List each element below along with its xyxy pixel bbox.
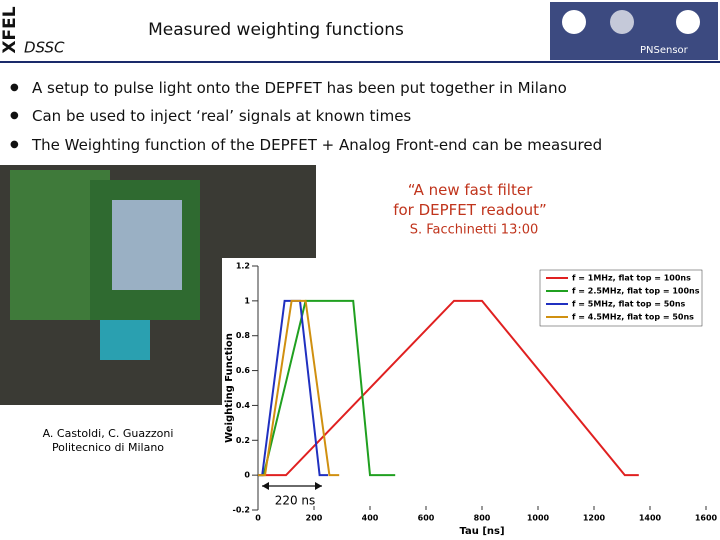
caption: A. Castoldi, C. Guazzoni [43, 427, 174, 440]
x-tick-label: 1000 [527, 514, 550, 523]
chart: -0.2 0 0.2 0.4 0.6 0.8 1 1.2 0 200 400 600 800 1000 12… [224, 262, 718, 538]
legend-label: f = 5MHz, flat top = 50ns [572, 300, 686, 309]
quote-bg [316, 165, 720, 258]
y-tick-label: 1.2 [236, 262, 250, 271]
quote: “A new fast filter for DEPFET readout” [393, 181, 547, 219]
caption: Politecnico di Milano [52, 441, 164, 454]
x-tick-label: 1400 [639, 514, 662, 523]
y-axis-label: Weighting Function [224, 333, 235, 443]
bullet: Can be used to inject ‘real’ signals at … [10, 107, 411, 125]
x-tick-label: 400 [362, 514, 379, 523]
sponsor: PNSensor [640, 45, 689, 56]
legend-label: f = 2.5MHz, flat top = 100ns [572, 287, 700, 296]
x-axis-label: Tau [ns] [459, 526, 504, 537]
y-tick-label: 0.6 [236, 366, 251, 375]
y-tick-label: 1 [244, 296, 250, 305]
logo-icon [676, 10, 700, 34]
x-tick-label: 200 [306, 514, 323, 523]
x-tick-label: 800 [474, 514, 491, 523]
y-tick-label: 0.8 [236, 331, 251, 340]
photo-part [100, 320, 150, 360]
logo: XFEL [0, 6, 20, 53]
y-tick-label: 0 [244, 471, 250, 480]
caption-bg [0, 405, 222, 540]
legend-label: f = 4.5MHz, flat top = 50ns [572, 313, 694, 322]
project: DSSC [24, 39, 65, 57]
bullet: A setup to pulse light onto the DEPFET h… [10, 79, 567, 97]
y-tick-label: 0.4 [236, 401, 251, 410]
quote-author: S. Facchinetti 13:00 [410, 223, 539, 238]
line [258, 299, 340, 477]
x-tick-label: 1200 [583, 514, 606, 523]
annotation: 220 ns [275, 494, 316, 508]
line [258, 299, 639, 477]
legend-label: f = 1MHz, flat top = 100ns [572, 274, 691, 283]
y-tick-label: 0.2 [236, 436, 250, 445]
logo-icon [610, 10, 634, 34]
x-tick-label: 1600 [695, 514, 718, 523]
arrow-head [262, 482, 322, 490]
logo-icon [562, 10, 586, 34]
photo-chip [112, 200, 182, 290]
x-tick-label: 0 [255, 514, 261, 523]
bullet: The Weighting function of the DEPFET + A… [10, 136, 602, 154]
y-tick-label: -0.2 [233, 506, 251, 515]
title: Measured weighting functions [148, 20, 404, 40]
x-tick-label: 600 [418, 514, 435, 523]
